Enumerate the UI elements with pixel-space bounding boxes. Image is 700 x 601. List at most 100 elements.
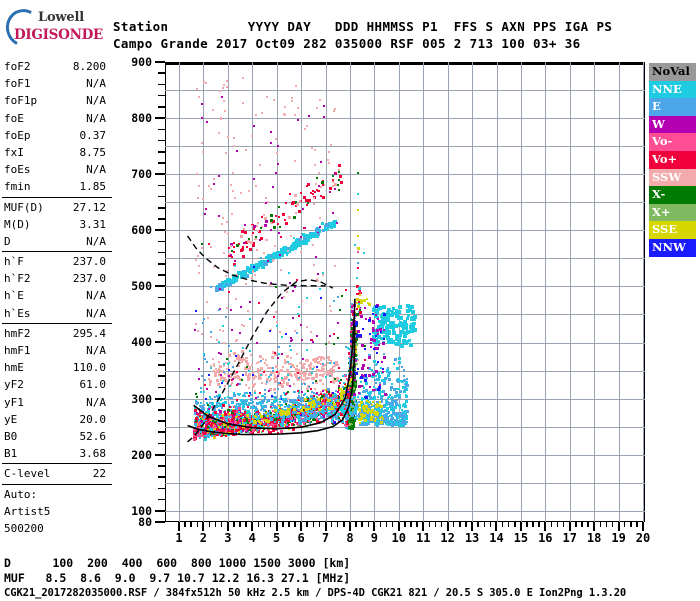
scatter-point — [197, 434, 201, 438]
scatter-point — [306, 399, 309, 402]
scatter-point — [295, 414, 297, 417]
gridline-vertical — [179, 62, 180, 522]
param-value: 0.37 — [79, 128, 107, 142]
param-row-foes: foEs N/A — [2, 161, 112, 178]
param-divider — [2, 463, 112, 465]
scatter-point — [290, 408, 294, 412]
scatter-point — [294, 403, 297, 406]
scatter-point — [216, 426, 219, 429]
scatter-point — [251, 420, 254, 423]
gridline-vertical — [594, 62, 596, 522]
param-key: fmin — [4, 180, 31, 194]
scatter-point — [212, 435, 216, 439]
param-row-ye: yE 20.0 — [2, 411, 112, 428]
scatter-point — [328, 408, 331, 411]
scatter-point — [302, 409, 305, 412]
scatter-point — [232, 427, 235, 430]
gridline-vertical — [520, 62, 522, 522]
scatter-point — [251, 431, 253, 434]
scatter-point — [324, 398, 327, 401]
scatter-point — [307, 414, 310, 416]
scatter-point — [270, 412, 273, 415]
gridline-horizontal — [165, 426, 645, 428]
scatter-point — [347, 357, 350, 360]
scatter-point — [345, 397, 348, 400]
scatter-point — [324, 406, 327, 409]
param-key: h`F2 — [4, 272, 31, 286]
scatter-point — [274, 424, 278, 428]
scatter-point — [307, 419, 310, 422]
gridline-vertical — [398, 62, 400, 522]
scatter-point — [259, 421, 262, 424]
gridline-horizontal — [165, 510, 645, 512]
param-note: 500200 — [4, 521, 44, 535]
scatter-point — [263, 428, 266, 431]
scatter-point — [276, 431, 279, 434]
scatter-point — [338, 416, 340, 419]
scatter-point — [356, 284, 359, 287]
param-key: C-level — [4, 467, 51, 481]
scatter-point — [337, 396, 340, 399]
param-row-yf1: yF1 N/A — [2, 394, 112, 411]
param-row-fxi: fxI 8.75 — [2, 144, 112, 161]
gridline-horizontal — [165, 454, 645, 456]
scatter-point — [338, 418, 341, 421]
scatter-point — [327, 406, 331, 410]
scatter-point — [294, 413, 296, 416]
scatter-point — [262, 415, 266, 419]
gridline-vertical — [618, 62, 620, 522]
scatter-point — [321, 395, 325, 399]
scatter-point — [306, 420, 309, 423]
station-header: Station YYYY DAY DDD HHMMSS P1 FFS S AXN… — [113, 18, 612, 52]
scatter-point — [292, 419, 295, 422]
scatter-point — [305, 400, 308, 403]
scatter-point — [234, 432, 236, 434]
gridline-horizontal — [165, 230, 645, 232]
param-value: N/A — [86, 77, 106, 91]
scatter-point — [328, 391, 331, 393]
scatter-point — [357, 292, 360, 295]
scatter-point — [339, 398, 343, 402]
scatter-point — [357, 172, 360, 175]
scatter-point — [267, 417, 269, 420]
scatter-point — [325, 412, 327, 415]
scatter-point — [215, 433, 219, 437]
scatter-point — [274, 429, 277, 432]
scatter-point — [276, 419, 279, 422]
scatter-point — [310, 388, 312, 391]
scatter-point — [298, 412, 301, 415]
scatter-point — [295, 404, 298, 407]
scatter-point — [199, 436, 202, 439]
gridline-vertical — [374, 62, 376, 522]
scatter-point — [322, 415, 326, 418]
scatter-point — [253, 422, 257, 426]
gridline-horizontal — [165, 118, 645, 120]
scatter-point — [203, 435, 206, 437]
plot-frame — [165, 62, 645, 522]
param-key: yF2 — [4, 378, 24, 392]
gridline-vertical — [349, 62, 351, 522]
scatter-point — [358, 287, 361, 291]
scatter-point — [258, 425, 261, 428]
scatter-point — [319, 397, 322, 400]
scatter-point — [203, 437, 207, 441]
scatter-point — [322, 409, 326, 413]
scatter-point — [324, 413, 327, 416]
gridline-vertical — [472, 62, 474, 522]
scatter-point — [253, 424, 256, 427]
scatter-point — [297, 399, 300, 402]
scatter-point — [357, 192, 360, 195]
scatter-point — [263, 423, 267, 427]
scatter-point — [356, 250, 359, 253]
param-row-fof1p: foF1p N/A — [2, 92, 112, 109]
param-row-hf2: h`F2 237.0 — [2, 270, 112, 287]
scatter-point — [324, 389, 327, 392]
scatter-point — [287, 422, 290, 424]
scatter-point — [314, 417, 318, 421]
scatter-point — [293, 421, 296, 424]
scatter-point — [336, 405, 339, 407]
scatter-point — [279, 429, 283, 433]
scatter-point — [329, 408, 333, 412]
scatter-point — [315, 420, 319, 424]
scatter-point — [310, 420, 312, 423]
